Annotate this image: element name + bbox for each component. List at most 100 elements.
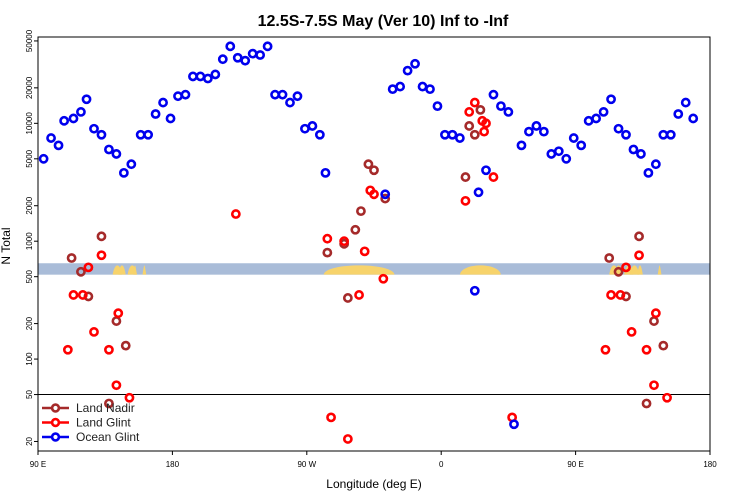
ocean-glint-point (503, 107, 514, 117)
land-glint-point (600, 344, 611, 355)
legend-label-ocean-glint: Ocean Glint (76, 430, 140, 444)
land-nadir-point (604, 253, 615, 263)
land-glint-point (68, 290, 79, 300)
ocean-glint-point (59, 115, 70, 126)
ocean-glint-point (89, 123, 99, 134)
ocean-glint-point (307, 121, 318, 131)
ocean-glint-point (606, 94, 616, 105)
ocean-glint-point (262, 41, 273, 52)
land-glint-point (634, 250, 644, 261)
ocean-glint-point (96, 129, 107, 140)
y-tick-label: 10000 (25, 112, 34, 135)
chart-title: 12.5S-7.5S May (Ver 10) Inf to -Inf (258, 13, 509, 30)
ocean-glint-point (613, 123, 624, 134)
land-glint-point (469, 97, 480, 108)
ocean-glint-point (111, 149, 122, 159)
ocean-glint-point (104, 144, 114, 155)
ocean-glint-point (591, 113, 602, 124)
land-glint-point (464, 107, 475, 117)
ocean-glint-point (516, 140, 527, 151)
ocean-glint-point (643, 167, 654, 178)
land-band-segment (637, 265, 643, 275)
ocean-glint-point (447, 129, 458, 140)
ocean-glint-point (143, 129, 154, 140)
ocean-glint-point (292, 91, 303, 102)
land-glint-point (96, 250, 107, 261)
land-nadir-point (350, 224, 361, 235)
y-tick-label: 1000 (25, 232, 34, 250)
points-layer (38, 41, 699, 444)
y-tick-label: 100 (25, 352, 34, 366)
ocean-glint-point (576, 140, 587, 151)
land-glint-point (615, 290, 626, 300)
land-nadir-point (120, 340, 131, 351)
ocean-glint-point (68, 113, 79, 124)
x-axis-label: Longitude (deg E) (326, 477, 421, 491)
ocean-glint-point (285, 97, 295, 108)
y-tick-label: 20 (25, 436, 34, 445)
ocean-glint-point (568, 133, 579, 143)
ocean-glint-point (225, 41, 236, 52)
ocean-glint-point (38, 153, 49, 164)
ocean-glint-point (628, 144, 639, 155)
land-nadir-point (380, 193, 391, 204)
x-tick-label: 180 (166, 460, 180, 469)
land-glint-point (322, 233, 333, 244)
ocean-glint-point (180, 89, 191, 100)
ocean-glint-point (118, 167, 129, 178)
ocean-glint-point (561, 153, 572, 164)
land-glint-point (369, 189, 379, 200)
land-glint-point (641, 344, 652, 355)
ocean-glint-point (598, 107, 609, 117)
land-glint-point (488, 172, 499, 182)
ocean-glint-point (210, 69, 221, 80)
land-band-segment (142, 265, 147, 275)
land-nadir-point (641, 398, 652, 409)
ocean-glint-point (531, 121, 542, 131)
y-tick-label: 50000 (25, 29, 34, 52)
land-glint-point (606, 290, 616, 300)
axes-layer: 20 50 100 200 500 1000 2000 5000 10000 20000 50000… (25, 29, 717, 469)
ocean-glint-point (496, 101, 506, 112)
legend-marker-ocean-glint (50, 432, 61, 442)
land-band-segment (323, 265, 395, 275)
legend-label-land-glint: Land Glint (76, 416, 131, 430)
land-nadir-point (66, 253, 77, 263)
ocean-glint-point (509, 419, 519, 430)
y-tick-label: 200 (25, 316, 34, 330)
land-nadir-point (613, 266, 624, 277)
land-nadir-point (104, 398, 114, 409)
land-glint-point (342, 434, 353, 444)
ocean-glint-point (277, 89, 288, 100)
land-band-segment (118, 265, 126, 275)
y-tick-label: 20000 (25, 76, 34, 99)
ocean-glint-point (488, 89, 499, 100)
land-glint-point (460, 195, 471, 206)
y-tick-label: 500 (25, 269, 34, 283)
land-nadir-point (322, 247, 333, 258)
land-glint-point (230, 209, 241, 219)
land-glint-point (62, 344, 73, 355)
land-glint-point (479, 126, 490, 137)
ocean-glint-point (53, 140, 64, 151)
land-nadir-point (469, 129, 480, 140)
y-tick-label: 50 (25, 390, 34, 399)
y-tick-label: 2000 (25, 196, 34, 214)
plot-frame (37, 36, 711, 452)
land-glint-point (326, 412, 336, 423)
x-tick-label: 90 E (30, 460, 46, 469)
ocean-glint-point (217, 54, 228, 65)
ocean-glint-point (314, 129, 325, 140)
land-nadir-point (634, 231, 644, 242)
x-tick-label: 90 W (297, 460, 316, 469)
ocean-glint-point (481, 165, 491, 176)
land-glint-point (111, 380, 122, 391)
ocean-glint-point (81, 94, 92, 105)
land-glint-point (650, 308, 661, 319)
land-nadir-point (342, 293, 353, 303)
legend-marker-land-glint (50, 417, 61, 428)
land-glint-point (378, 273, 389, 284)
